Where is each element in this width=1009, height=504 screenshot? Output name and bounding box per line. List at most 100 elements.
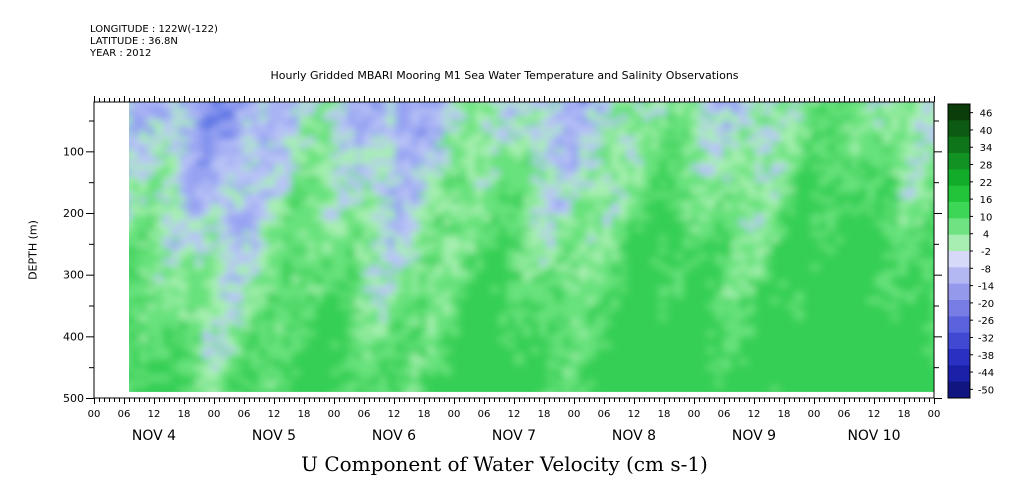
heatmap-cell — [595, 353, 609, 364]
heatmap-cell — [683, 181, 696, 193]
heatmap-cell — [435, 281, 447, 293]
heatmap-cell — [675, 231, 689, 241]
heatmap-cell — [427, 286, 439, 298]
heatmap-cell — [723, 258, 735, 269]
heatmap-cell — [387, 297, 399, 309]
heatmap-cell — [683, 114, 696, 125]
heatmap-cell — [379, 286, 393, 297]
heatmap-cell — [555, 342, 568, 353]
heatmap-cell — [131, 380, 143, 392]
heatmap-cell — [787, 164, 801, 175]
heatmap-cell — [307, 136, 319, 148]
heatmap-cell — [643, 281, 655, 292]
heatmap-cell — [307, 258, 321, 270]
heatmap-cell — [291, 153, 303, 164]
heatmap-cell — [787, 253, 801, 264]
heatmap-cell — [459, 236, 473, 248]
heatmap-cell — [707, 347, 721, 358]
heatmap-cell — [147, 231, 159, 242]
heatmap-cell — [363, 386, 376, 392]
heatmap-cell — [339, 203, 351, 214]
heatmap-cell — [427, 386, 439, 392]
heatmap-cell — [155, 386, 169, 392]
heatmap-cell — [371, 131, 384, 142]
heatmap-cell — [491, 231, 505, 242]
heatmap-cell — [275, 331, 287, 342]
heatmap-cell — [611, 292, 623, 304]
heatmap-cell — [771, 203, 785, 215]
heatmap-cell — [363, 380, 377, 392]
heatmap-cell — [531, 392, 542, 406]
heatmap-cell — [707, 125, 721, 137]
heatmap-cell — [267, 353, 279, 364]
heatmap-cell — [803, 136, 817, 147]
heatmap-cell — [635, 380, 649, 392]
heatmap-cell — [443, 231, 455, 242]
heatmap-cell — [547, 380, 560, 392]
heatmap-cell — [339, 275, 351, 287]
heatmap-cell — [323, 208, 335, 220]
heatmap-cell — [171, 308, 184, 320]
heatmap-cell — [411, 292, 425, 303]
heatmap-cell — [699, 203, 713, 214]
heatmap-cell — [611, 392, 623, 402]
heatmap-cell — [723, 308, 735, 319]
heatmap-cell — [667, 314, 681, 326]
heatmap-cell — [411, 325, 424, 336]
heatmap-cell — [643, 269, 657, 280]
heatmap-cell — [363, 342, 376, 353]
heatmap-cell — [259, 236, 271, 247]
heatmap-cell — [267, 170, 280, 180]
heatmap-cell — [699, 347, 712, 359]
heatmap-cell — [595, 242, 607, 253]
heatmap-cell — [731, 231, 744, 242]
heatmap-cell — [531, 175, 545, 187]
heatmap-cell — [555, 197, 568, 209]
heatmap-cell — [851, 281, 865, 293]
heatmap-cell — [539, 186, 553, 198]
heatmap-cell — [491, 247, 503, 259]
heatmap-cell — [819, 158, 831, 170]
heatmap-cell — [179, 286, 193, 298]
heatmap-cell — [523, 386, 537, 392]
heatmap-cell — [395, 170, 409, 181]
heatmap-cell — [371, 109, 384, 120]
heatmap-cell — [459, 380, 473, 392]
heatmap-cell — [611, 109, 625, 120]
heatmap-cell — [379, 336, 391, 348]
heatmap-cell — [195, 386, 209, 392]
heatmap-cell — [715, 258, 729, 270]
heatmap-cell — [219, 386, 233, 392]
heatmap-cell — [659, 253, 673, 265]
heatmap-cell — [307, 331, 319, 342]
heatmap-cell — [771, 136, 784, 147]
heatmap-cell — [803, 275, 815, 287]
heatmap-cell — [787, 375, 801, 387]
heatmap-cell — [179, 147, 192, 158]
heatmap-cell — [739, 386, 753, 392]
heatmap-cell — [731, 386, 743, 392]
heatmap-cell — [651, 170, 665, 180]
heatmap-cell — [675, 392, 688, 407]
heatmap-cell — [483, 386, 495, 392]
heatmap-cell — [779, 170, 793, 181]
heatmap-cell — [131, 331, 144, 341]
heatmap-cell — [619, 247, 633, 259]
heatmap-cell — [211, 192, 223, 204]
heatmap-cell — [787, 380, 800, 392]
heatmap-cell — [403, 297, 416, 309]
heatmap-cell — [803, 236, 817, 247]
heatmap-cell — [419, 131, 433, 142]
heatmap-cell — [803, 181, 815, 192]
heatmap-cell — [203, 186, 216, 197]
heatmap-cell — [787, 158, 801, 170]
heatmap-cell — [675, 186, 687, 197]
heatmap-cell — [611, 186, 625, 198]
heatmap-cell — [419, 275, 431, 287]
heatmap-cell — [267, 131, 279, 143]
heatmap-cell — [603, 281, 617, 292]
heatmap-cell — [523, 292, 536, 304]
heatmap-cell — [219, 203, 231, 214]
heatmap-cell — [651, 380, 665, 392]
heatmap-cell — [283, 131, 297, 143]
